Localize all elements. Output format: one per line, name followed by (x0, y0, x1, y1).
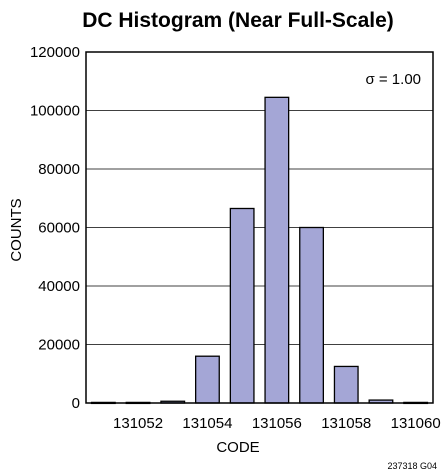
figure-id: 237318 G04 (387, 461, 437, 471)
y-tick-label: 40000 (38, 278, 80, 295)
bars (90, 96, 429, 405)
histogram-bar (229, 207, 255, 404)
y-tick-label: 60000 (38, 220, 80, 237)
y-tick-label: 100000 (30, 103, 80, 120)
x-axis-label: CODE (216, 439, 259, 456)
chart-title: DC Histogram (Near Full-Scale) (82, 9, 394, 32)
histogram-bar (333, 365, 359, 404)
histogram-bar (195, 355, 220, 404)
y-tick-label: 120000 (30, 44, 80, 61)
grid-lines (86, 110, 433, 345)
x-tick-labels: 131052 131054 131056 131058 131060 (113, 415, 441, 432)
x-tick-label: 131060 (391, 415, 441, 432)
x-tick-label: 131054 (182, 415, 232, 432)
y-tick-label: 0 (72, 395, 80, 412)
y-axis-label: COUNTS (8, 198, 25, 261)
sigma-annotation: σ = 1.00 (365, 71, 421, 88)
x-tick-label: 131058 (321, 415, 371, 432)
y-tick-labels: 0 20000 40000 60000 80000 100000 120000 (30, 44, 80, 412)
x-tick-label: 131056 (252, 415, 302, 432)
histogram-bar (264, 96, 290, 404)
x-tick-label: 131052 (113, 415, 163, 432)
y-tick-label: 20000 (38, 337, 80, 354)
plot-frame (85, 51, 434, 404)
histogram-bar (299, 226, 324, 404)
y-tick-label: 80000 (38, 161, 80, 178)
